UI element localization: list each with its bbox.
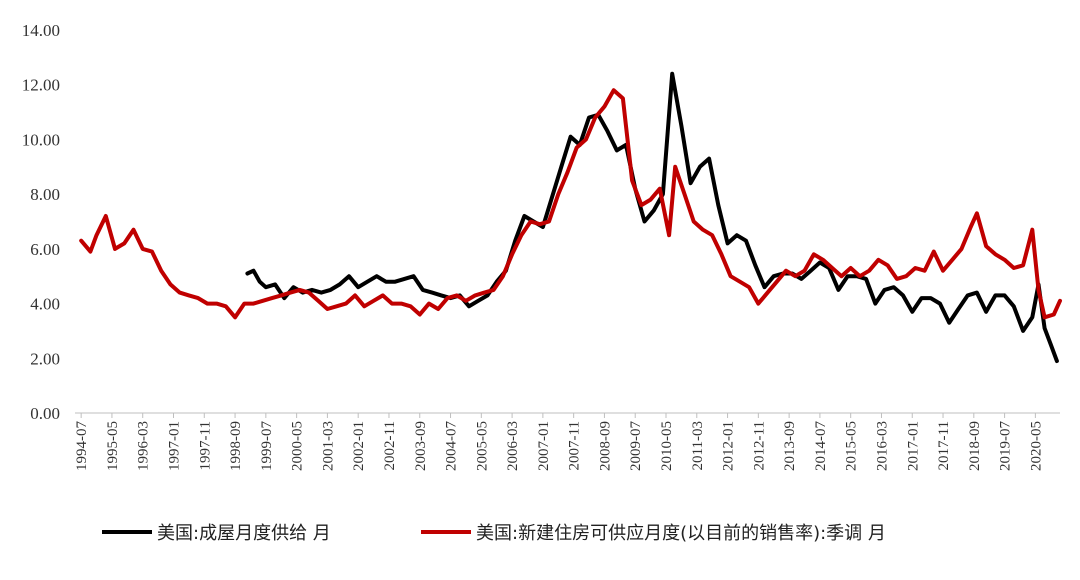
x-tick-label: 2009-07 xyxy=(628,421,644,471)
y-tick-label: 2.00 xyxy=(30,349,60,368)
x-tick-label: 2002-01 xyxy=(351,421,367,471)
x-axis-ticks: 1994-07 1995-05 1996-03 1997-01 1997-11 1998-… xyxy=(74,413,1044,471)
x-tick-label: 2010-05 xyxy=(659,421,675,471)
x-tick-label: 2014-07 xyxy=(813,421,829,471)
legend-label-existing-homes: 美国:成屋月度供给 月 xyxy=(157,523,331,544)
x-tick-label: 1996-03 xyxy=(136,421,152,471)
x-tick-label: 2012-11 xyxy=(751,421,767,470)
x-tick-label: 2000-05 xyxy=(290,421,306,471)
legend-label-new-homes: 美国:新建住房可供应月度(以目前的销售率):季调 月 xyxy=(476,523,886,544)
y-tick-label: 12.00 xyxy=(22,76,60,95)
x-tick-label: 2011-03 xyxy=(690,421,706,470)
x-tick-label: 2012-01 xyxy=(721,421,737,471)
x-tick-label: 2013-09 xyxy=(782,421,798,471)
y-axis-ticks: 0.00 2.00 4.00 6.00 8.00 10.00 12.00 14.00 xyxy=(22,21,60,423)
x-tick-label: 1995-05 xyxy=(105,421,121,471)
x-tick-label: 1994-07 xyxy=(74,421,90,471)
y-tick-label: 0.00 xyxy=(30,404,60,423)
y-tick-label: 4.00 xyxy=(30,295,60,314)
x-tick-label: 2020-05 xyxy=(1028,421,1044,471)
x-tick-label: 2001-03 xyxy=(320,421,336,471)
y-tick-label: 14.00 xyxy=(22,21,60,40)
x-tick-label: 2016-03 xyxy=(874,421,890,471)
x-tick-label: 2003-09 xyxy=(413,421,429,471)
x-tick-label: 2015-05 xyxy=(844,421,860,471)
x-tick-label: 1999-07 xyxy=(259,421,275,471)
x-tick-label: 2017-01 xyxy=(905,421,921,471)
x-tick-label: 1997-01 xyxy=(167,421,183,471)
x-tick-label: 1998-09 xyxy=(228,421,244,471)
x-tick-label: 2019-07 xyxy=(998,421,1014,471)
x-tick-label: 2018-09 xyxy=(967,421,983,471)
x-tick-label: 2006-03 xyxy=(505,421,521,471)
x-tick-label: 2005-05 xyxy=(474,421,490,471)
series-lines xyxy=(79,71,1062,363)
y-tick-label: 6.00 xyxy=(30,240,60,259)
y-tick-label: 10.00 xyxy=(22,130,60,149)
x-tick-label: 2017-11 xyxy=(936,421,952,470)
x-tick-label: 2008-09 xyxy=(597,421,613,471)
series-line-new-homes xyxy=(79,88,1062,320)
x-tick-label: 2007-11 xyxy=(567,421,583,470)
x-tick-label: 2002-11 xyxy=(382,421,398,470)
legend: 美国:成屋月度供给 月 美国:新建住房可供应月度(以目前的销售率):季调 月 xyxy=(102,523,886,544)
y-tick-label: 8.00 xyxy=(30,185,60,204)
x-tick-label: 2004-07 xyxy=(444,421,460,471)
series-line-existing-homes xyxy=(245,71,1059,363)
x-tick-label: 2007-01 xyxy=(536,421,552,471)
x-tick-label: 1997-11 xyxy=(197,421,213,470)
